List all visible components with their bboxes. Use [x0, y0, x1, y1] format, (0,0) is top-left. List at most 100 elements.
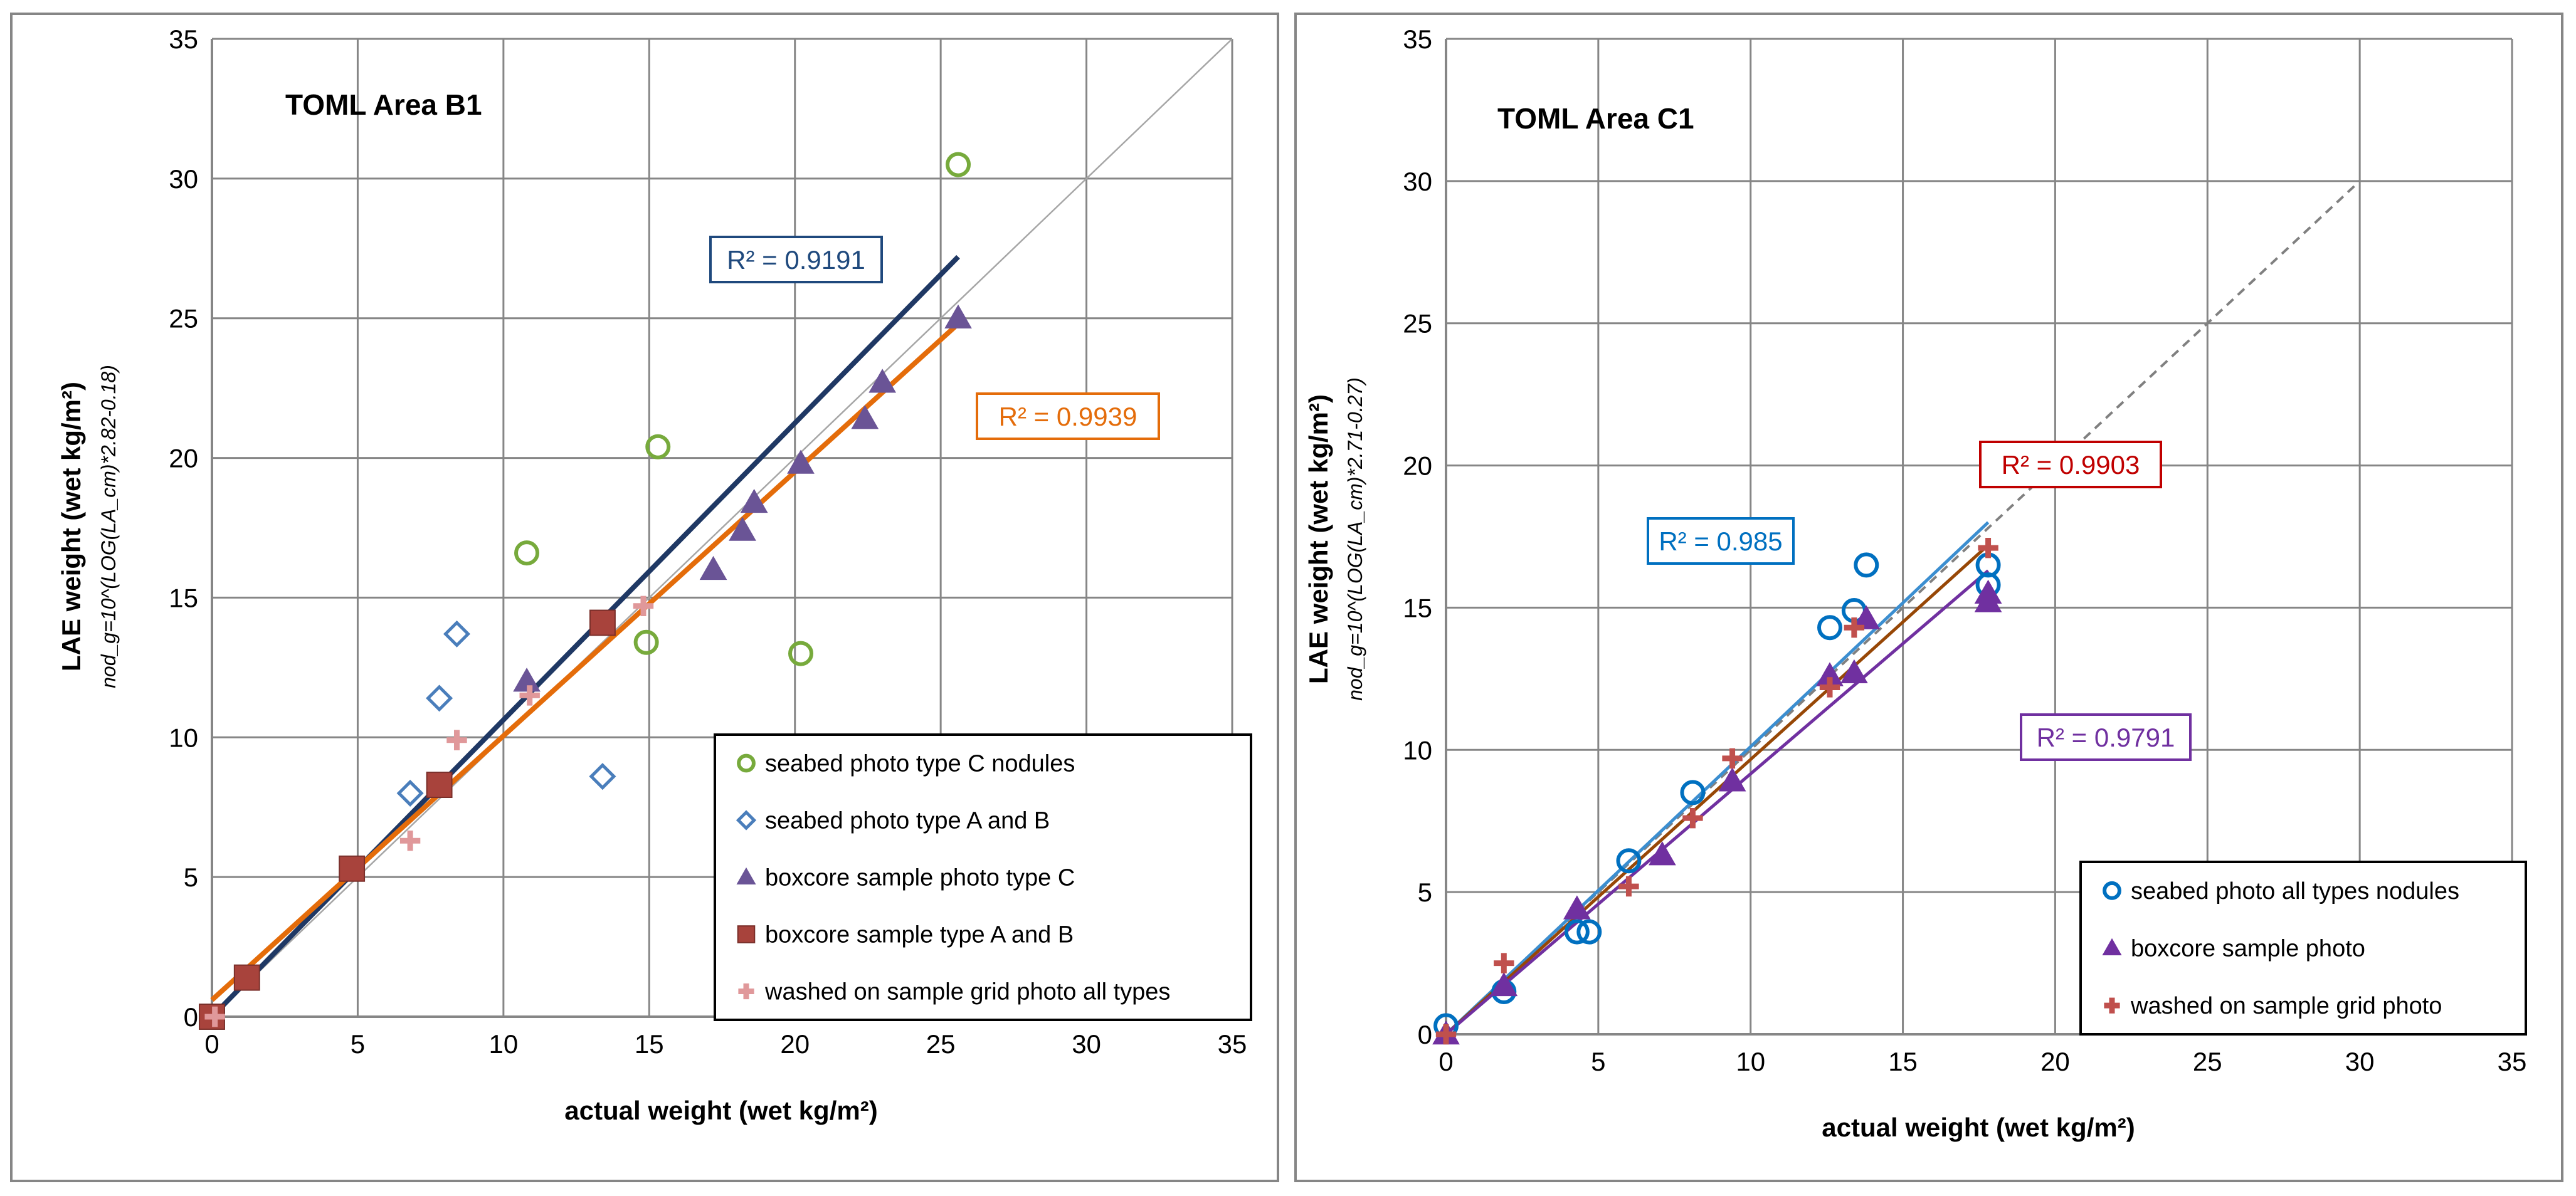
legend-label: boxcore sample type A and B — [765, 922, 1074, 948]
data-point — [589, 609, 616, 636]
data-point — [1648, 841, 1676, 866]
y-tick-label: 25 — [169, 304, 198, 333]
x-tick-label: 15 — [635, 1029, 664, 1059]
data-point — [1680, 780, 1706, 805]
data-point — [946, 152, 971, 177]
data-point — [1576, 919, 1602, 945]
r2-label-box — [976, 392, 1160, 440]
y-tick-label: 30 — [1403, 167, 1432, 196]
data-point — [740, 488, 768, 513]
data-point — [944, 304, 972, 328]
series-1 — [396, 620, 616, 807]
data-point — [204, 1006, 225, 1027]
legend-label: washed on sample grid photo all types — [764, 979, 1170, 1005]
legend-marker — [736, 867, 756, 885]
trendline — [1445, 521, 1990, 1036]
panel-frame-b1 — [10, 13, 1279, 1182]
y-axis-formula: nod_g=10^(LOG(LA_cm)*2.82-0.18) — [97, 365, 120, 688]
data-point — [1564, 919, 1590, 945]
reference-line — [211, 38, 1233, 1017]
data-point — [1494, 953, 1514, 973]
x-tick-label: 20 — [2040, 1047, 2070, 1076]
data-point — [1840, 659, 1868, 684]
r2-label: R² = 0.9939 — [999, 402, 1138, 431]
x-axis-title: actual weight (wet kg/m²) — [1822, 1113, 2135, 1142]
x-tick-label: 35 — [1218, 1029, 1247, 1059]
r2-label-box — [1979, 441, 2162, 488]
legend-marker — [2102, 938, 2122, 956]
series-2 — [1435, 537, 1998, 1045]
data-point — [443, 620, 471, 648]
data-point — [788, 641, 814, 666]
data-point — [589, 763, 616, 790]
x-tick-label: 20 — [780, 1029, 810, 1059]
y-tick-label: 15 — [169, 583, 198, 612]
data-point — [1978, 537, 1998, 559]
r2-label-box — [709, 236, 883, 283]
x-tick-label: 35 — [2498, 1047, 2527, 1076]
legend-label: seabed photo all types nodules — [2131, 878, 2459, 905]
legend-marker — [736, 810, 757, 831]
y-axis-title: LAE weight (wet kg/m²) — [56, 382, 86, 671]
r2-label-box — [2020, 713, 2192, 761]
data-point — [1722, 748, 1743, 769]
legend-entry: boxcore sample photo type C — [736, 865, 1075, 891]
legend-label: seabed photo type C nodules — [765, 751, 1075, 777]
legend-entry: boxcore sample photo — [2102, 936, 2365, 962]
data-point — [1852, 605, 1881, 629]
legend-entry: seabed photo all types nodules — [2103, 878, 2459, 905]
trendline — [1445, 543, 1990, 1036]
x-tick-label: 5 — [1591, 1047, 1605, 1076]
chart-panel-c1: 0 5 10 15 20 25 30 35 0 5 10 15 20 25 30 35 TOML Area C1… — [1304, 24, 2527, 1142]
legend-entry: seabed photo type A and B — [736, 808, 1050, 834]
x-axis-title: actual weight (wet kg/m²) — [564, 1096, 877, 1125]
y-tick-label: 35 — [1403, 24, 1432, 54]
data-point — [633, 629, 659, 655]
legend-label: boxcore sample photo — [2131, 936, 2365, 962]
data-point — [851, 405, 879, 429]
data-point — [1819, 677, 1840, 698]
chart-title: TOML Area C1 — [1497, 102, 1694, 135]
data-point — [1844, 617, 1865, 638]
data-point — [1854, 552, 1879, 578]
data-point — [633, 595, 654, 616]
y-tick-label: 10 — [169, 723, 198, 752]
data-point — [868, 369, 897, 393]
trendline — [210, 322, 960, 1002]
chart-panel-b1: 0 5 10 15 20 25 30 35 0 5 10 15 20 25 30 35 TOML Area B1… — [56, 24, 1252, 1125]
data-point — [513, 668, 541, 692]
reference-line — [1445, 180, 2361, 1036]
data-point — [514, 540, 540, 566]
legend-entry: boxcore sample type A and B — [737, 922, 1074, 948]
data-point — [519, 685, 540, 706]
series-2 — [513, 304, 972, 692]
r2-label: R² = 0.9903 — [2002, 450, 2140, 480]
x-tick-label: 10 — [1736, 1047, 1765, 1076]
y-axis-formula: nod_g=10^(LOG(LA_cm)*2.71-0.27) — [1344, 377, 1366, 701]
x-tick-label: 25 — [926, 1029, 956, 1059]
r2-label: R² = 0.985 — [1659, 527, 1782, 556]
data-point — [787, 449, 815, 474]
series-0 — [514, 152, 971, 666]
data-point — [699, 555, 727, 580]
data-point — [426, 685, 453, 712]
legend-box — [2079, 861, 2527, 1036]
legend-marker — [738, 983, 754, 1000]
series-3 — [199, 609, 616, 1030]
data-point — [1490, 972, 1518, 997]
y-tick-label: 0 — [184, 1002, 198, 1032]
x-tick-label: 30 — [1072, 1029, 1101, 1059]
series-4 — [204, 595, 654, 1027]
chart-title: TOML Area B1 — [285, 88, 482, 121]
y-tick-label: 5 — [1418, 878, 1432, 907]
x-tick-label: 15 — [1888, 1047, 1918, 1076]
y-tick-label: 10 — [1403, 735, 1432, 765]
r2-label-box — [1647, 517, 1795, 565]
y-tick-label: 15 — [1403, 593, 1432, 622]
data-point — [233, 964, 260, 991]
data-point — [426, 772, 453, 799]
legend-label: washed on sample grid photo — [2130, 993, 2442, 1019]
data-point — [446, 730, 467, 750]
legend-marker — [2104, 997, 2120, 1014]
